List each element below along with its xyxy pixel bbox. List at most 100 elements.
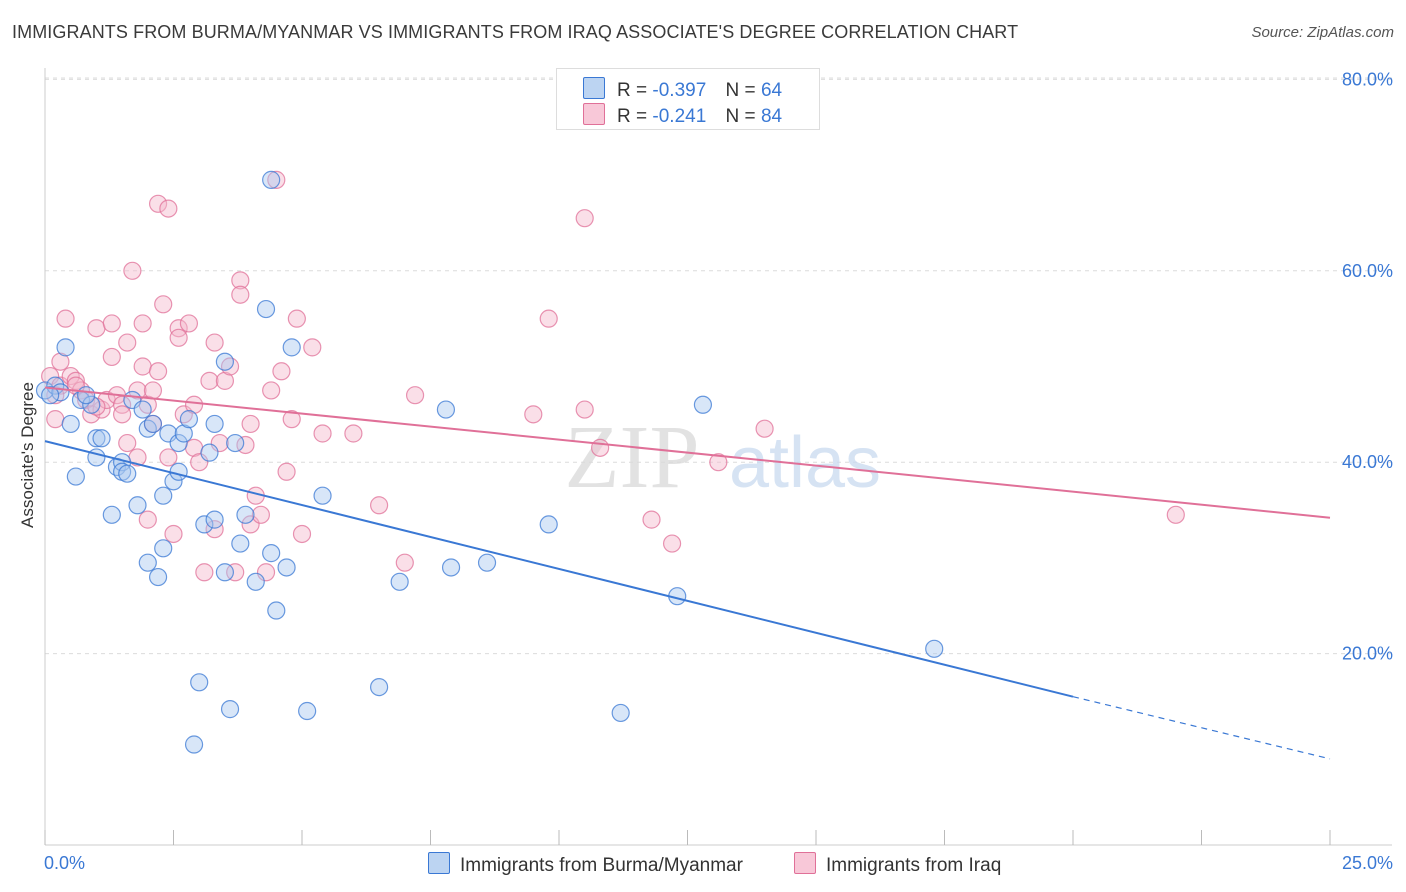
y-tick-label: 20.0% [1342,644,1393,664]
iraq-point [46,410,65,429]
iraq-point [303,338,322,357]
legend-row-burma: R = -0.397 N = 64 [583,77,782,101]
burma-point [87,429,106,448]
n-value-burma: 64 [760,80,783,101]
trend-line-iraq [44,386,1331,519]
iraq-point [164,524,183,544]
legend-item-burma: Immigrants from Burma/Myanmar [428,852,743,877]
iraq-point [138,510,157,529]
burma-point [226,433,245,453]
iraq-point [133,314,152,333]
iraq-point [87,319,106,338]
burma-point [205,510,224,529]
iraq-point [287,309,306,328]
legend-swatch-pink [583,103,605,125]
iraq-point [148,194,168,213]
iraq-point [112,405,132,424]
burma-point [77,386,96,405]
iraq-point [642,510,661,529]
burma-point [693,395,713,414]
iraq-point [102,314,121,333]
burma-point [128,496,147,515]
iraq-point [179,314,199,333]
burma-point [41,386,60,405]
iraq-point [148,362,168,381]
iraq-point [128,381,147,400]
iraq-point [575,209,594,228]
x-tick-label-min: 0.0% [44,853,85,873]
iraq-point [154,295,173,314]
burma-point [236,505,255,524]
r-value-iraq: -0.241 [652,106,707,127]
iraq-point [662,534,682,553]
iraq-point [66,371,85,390]
iraq-point [159,448,178,467]
iraq-point [405,386,425,405]
burma-point [118,464,137,483]
legend-row-iraq: R = -0.241 N = 84 [583,103,782,127]
series-iraq-points [41,170,1185,582]
iraq-point [133,357,152,376]
burma-point [205,414,224,434]
iraq-point [262,381,281,400]
iraq-point [215,371,234,390]
burma-point [313,486,332,505]
iraq-point [241,414,260,434]
burma-point [102,505,121,524]
burma-point [148,567,168,587]
iraq-point [169,319,188,338]
iraq-point [56,309,75,328]
y-tick-label: 40.0% [1342,452,1393,472]
iraq-point [51,352,70,371]
burma-point [179,410,199,429]
iraq-point [159,199,178,218]
r-label: R = [617,80,648,101]
iraq-point [143,381,163,400]
y-tick-label: 80.0% [1342,69,1393,89]
burma-point [262,544,281,563]
burma-point [200,443,219,462]
legend-swatch-pink [794,852,816,874]
burma-point [154,539,173,558]
x-tick-label-max: 25.0% [1342,853,1393,873]
burma-point [436,400,456,419]
y-tick-label: 60.0% [1342,261,1393,281]
burma-point [262,170,281,189]
iraq-point [1166,505,1185,524]
iraq-point [524,405,543,424]
legend-item-iraq: Immigrants from Iraq [794,852,1001,877]
burma-point [925,639,944,658]
burma-point [231,534,250,553]
iraq-point [292,524,312,544]
burma-point [143,414,163,434]
iraq-point [344,424,363,443]
iraq-point [282,410,301,429]
burma-point [220,700,240,719]
n-label: N = [725,106,756,127]
iraq-point [272,362,291,381]
watermark-zip: ZIP [565,408,700,507]
iraq-point [118,333,137,352]
iraq-point [102,347,121,367]
tick-labels: 20.0% 40.0% 60.0% 80.0% 0.0% 25.0% [44,69,1393,873]
burma-point [133,400,152,419]
iraq-point [184,395,204,414]
burma-point [169,462,188,481]
iraq-point [251,505,270,524]
burma-point [477,553,497,572]
burma-point [138,553,157,572]
burma-point [282,338,301,357]
y-axis-label: Associate's Degree [18,382,37,528]
iraq-point [46,386,65,405]
trend-line-burma [44,440,1074,698]
iraq-point [205,520,224,539]
iraq-point [267,170,286,189]
correlation-legend: R = -0.397 N = 64 R = -0.241 N = 84 [556,68,820,130]
burma-point [195,515,214,534]
burma-point [256,299,276,319]
burma-point [92,429,111,448]
trend-lines [44,386,1331,760]
gridlines [45,77,1392,655]
iraq-point [313,424,332,443]
iraq-point [370,496,389,515]
